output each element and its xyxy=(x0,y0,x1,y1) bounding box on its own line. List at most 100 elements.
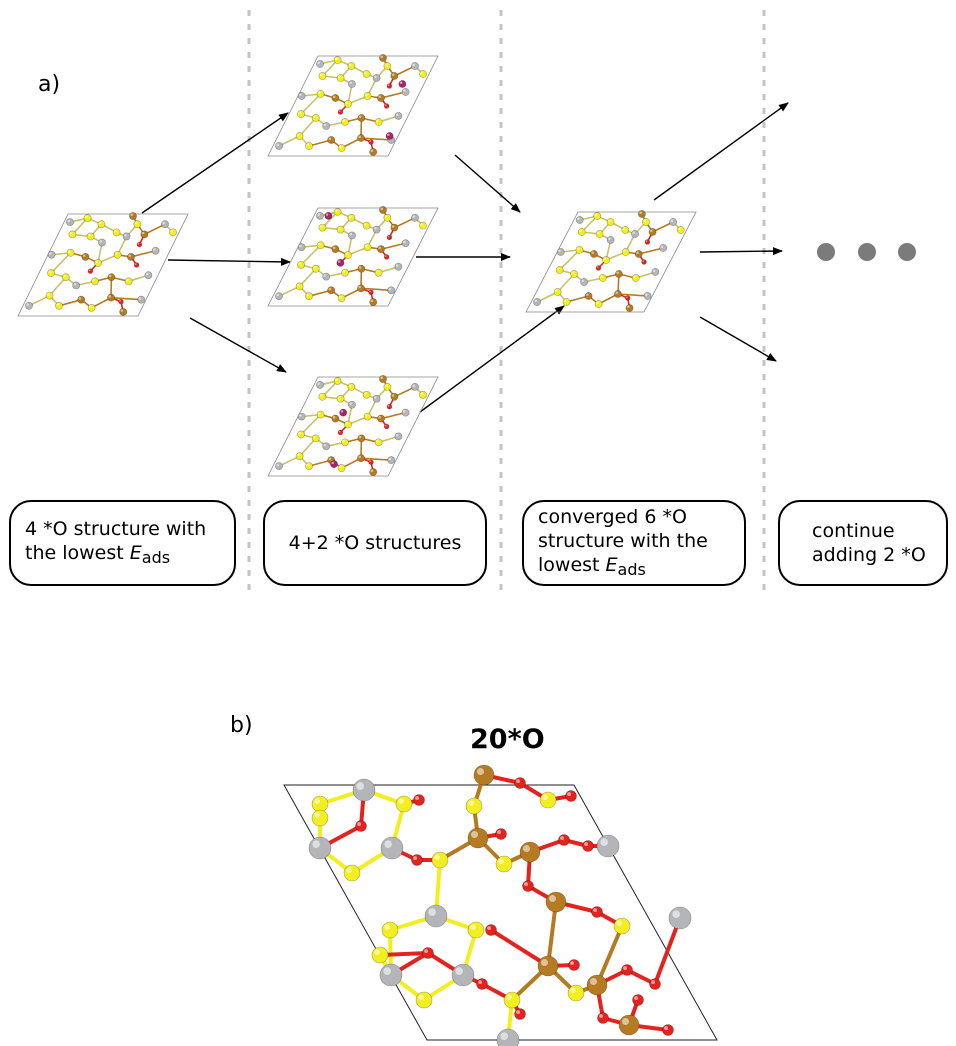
metal-atom xyxy=(519,841,541,863)
atom-highlight xyxy=(412,63,415,66)
titanium-atom xyxy=(411,382,419,391)
bond xyxy=(300,93,322,115)
bond xyxy=(340,137,362,149)
bond xyxy=(298,117,317,137)
titanium-atom xyxy=(451,963,475,987)
metal-atom xyxy=(357,134,365,142)
metal-atom xyxy=(107,293,115,302)
sulfur-atom xyxy=(419,221,427,230)
bond xyxy=(110,296,142,301)
atom-highlight xyxy=(415,796,420,800)
metal-atom xyxy=(648,228,657,236)
atom-highlight xyxy=(395,113,399,116)
atom-highlight xyxy=(346,867,353,873)
oxygen-atom xyxy=(87,268,94,274)
atom-highlight xyxy=(170,229,174,233)
atom-highlight xyxy=(471,831,478,838)
sulfur-atom xyxy=(83,214,92,222)
atom-highlight xyxy=(63,274,66,278)
atom-highlight xyxy=(622,227,626,231)
atom-highlight xyxy=(608,237,611,241)
atom-highlight xyxy=(335,209,338,212)
titanium-atom xyxy=(316,381,324,389)
bond xyxy=(298,267,317,288)
bond xyxy=(580,215,598,233)
atom-highlight xyxy=(623,249,626,253)
bond xyxy=(380,91,407,99)
structure-6O-converged xyxy=(525,210,697,313)
oxygen-atom xyxy=(558,834,570,846)
panel-a-label: a) xyxy=(38,72,61,97)
atom-highlight xyxy=(337,260,341,263)
atom-highlight xyxy=(276,463,279,467)
sulfur-atom xyxy=(344,420,352,429)
atom-highlight xyxy=(340,410,344,413)
sulfur-atom xyxy=(311,114,320,122)
bond xyxy=(321,380,339,398)
oxygen-atom xyxy=(644,239,651,245)
oxygen-atom xyxy=(368,139,374,145)
titanium-atom xyxy=(394,112,403,120)
atom-highlight xyxy=(596,266,599,268)
atom-highlight xyxy=(342,119,345,122)
oxygen-atom xyxy=(386,83,393,89)
atom-highlight xyxy=(298,431,301,435)
metal-atom xyxy=(327,136,336,144)
bond xyxy=(143,223,166,236)
titanium-atom xyxy=(348,400,356,409)
atom-highlight xyxy=(313,115,316,118)
bond xyxy=(536,291,559,303)
bond xyxy=(360,457,393,461)
atom-highlight xyxy=(349,232,352,236)
atom-highlight xyxy=(297,133,300,137)
atom-highlight xyxy=(108,295,111,298)
atom-highlight xyxy=(374,396,377,399)
sulfur-atom xyxy=(631,274,640,282)
atom-highlight xyxy=(524,882,528,886)
atom-highlight xyxy=(299,414,302,417)
sulfur-atom xyxy=(297,110,305,118)
sulfur-atom xyxy=(341,118,349,126)
atom-highlight xyxy=(365,93,368,96)
titanium-atom xyxy=(322,442,331,451)
sulfur-atom xyxy=(419,390,427,399)
metal-atom xyxy=(618,1014,640,1036)
metal-atom xyxy=(327,286,336,295)
oxygen-atom xyxy=(337,109,344,115)
metal-atom xyxy=(77,295,86,304)
atom-highlight xyxy=(639,211,642,215)
atom-highlight xyxy=(338,430,341,433)
atom-highlight xyxy=(642,260,645,262)
ellipsis-dot xyxy=(817,243,835,261)
caption-line: the lowest Eads xyxy=(25,541,171,567)
sulfur-atom xyxy=(112,228,121,237)
sulfur-atom xyxy=(602,256,611,264)
metal-atom xyxy=(379,54,387,62)
metal-atom xyxy=(377,414,385,423)
sulfur-atom xyxy=(333,56,342,64)
titanium-atom xyxy=(606,236,615,244)
atom-highlight xyxy=(645,293,648,296)
atom-highlight xyxy=(95,260,98,263)
bond xyxy=(360,287,393,292)
atom-highlight xyxy=(82,254,86,257)
atom-highlight xyxy=(318,91,321,94)
atom-highlight xyxy=(412,384,415,387)
atom-highlight xyxy=(376,270,379,273)
oxygen-atom xyxy=(355,820,367,832)
atom-highlight xyxy=(145,272,149,276)
titanium-atom xyxy=(596,834,620,858)
titanium-atom xyxy=(352,778,376,802)
atom-highlight xyxy=(338,75,341,78)
caption-line: continue xyxy=(812,520,895,542)
caption-line: 4+2 *O structures xyxy=(288,532,462,554)
atom-highlight xyxy=(594,213,598,217)
titanium-atom xyxy=(580,278,588,286)
sulfur-atom xyxy=(362,70,371,78)
metal-atom xyxy=(615,270,623,278)
sulfur-atom xyxy=(562,298,571,306)
caption-box: 4+2 *O structures xyxy=(263,500,487,586)
oxygen-atom xyxy=(621,964,633,976)
arrow xyxy=(699,247,783,256)
titanium-atom xyxy=(380,836,404,860)
